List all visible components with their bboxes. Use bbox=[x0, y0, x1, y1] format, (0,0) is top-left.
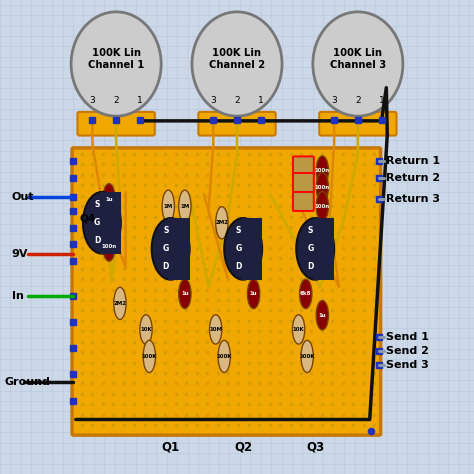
Text: 1u: 1u bbox=[105, 197, 113, 201]
Ellipse shape bbox=[316, 301, 328, 330]
Ellipse shape bbox=[296, 218, 334, 280]
FancyBboxPatch shape bbox=[168, 218, 190, 280]
Ellipse shape bbox=[114, 287, 126, 319]
Text: 2M2: 2M2 bbox=[113, 301, 127, 306]
Ellipse shape bbox=[216, 207, 228, 239]
Text: Out: Out bbox=[12, 191, 34, 202]
Text: G: G bbox=[94, 219, 100, 227]
Ellipse shape bbox=[83, 192, 121, 254]
Ellipse shape bbox=[313, 12, 403, 116]
Text: 100K Lin
Channel 3: 100K Lin Channel 3 bbox=[330, 48, 386, 70]
Ellipse shape bbox=[224, 218, 262, 280]
FancyBboxPatch shape bbox=[293, 156, 314, 175]
Ellipse shape bbox=[179, 279, 191, 309]
Text: S: S bbox=[308, 227, 313, 235]
Text: 1: 1 bbox=[137, 97, 143, 105]
Ellipse shape bbox=[103, 232, 115, 261]
Text: D: D bbox=[307, 263, 314, 271]
Text: 100K: 100K bbox=[142, 354, 157, 359]
Text: 10M: 10M bbox=[209, 327, 222, 332]
Text: S: S bbox=[236, 227, 241, 235]
FancyBboxPatch shape bbox=[293, 173, 314, 192]
Ellipse shape bbox=[192, 12, 282, 116]
Text: 3: 3 bbox=[210, 97, 216, 105]
Text: 3: 3 bbox=[331, 97, 337, 105]
Text: G: G bbox=[163, 245, 169, 253]
Text: 100K Lin
Channel 1: 100K Lin Channel 1 bbox=[88, 48, 144, 70]
Text: 1M: 1M bbox=[180, 204, 190, 209]
Ellipse shape bbox=[71, 12, 161, 116]
Text: D: D bbox=[163, 263, 169, 271]
Text: 6k8: 6k8 bbox=[300, 292, 311, 296]
Ellipse shape bbox=[218, 340, 230, 373]
Ellipse shape bbox=[179, 190, 191, 222]
Text: 100K: 100K bbox=[300, 354, 315, 359]
Ellipse shape bbox=[152, 218, 190, 280]
FancyBboxPatch shape bbox=[241, 218, 262, 280]
Text: Return 1: Return 1 bbox=[386, 156, 440, 166]
Text: Q3: Q3 bbox=[306, 440, 324, 453]
Ellipse shape bbox=[316, 191, 328, 221]
Text: D: D bbox=[94, 237, 100, 245]
Text: Return 3: Return 3 bbox=[386, 194, 440, 204]
Text: Q1: Q1 bbox=[162, 440, 180, 453]
Ellipse shape bbox=[162, 190, 174, 222]
Ellipse shape bbox=[301, 340, 313, 373]
Text: 1u: 1u bbox=[319, 313, 326, 318]
FancyBboxPatch shape bbox=[313, 218, 334, 280]
Text: Q4: Q4 bbox=[80, 213, 96, 223]
Text: 100K: 100K bbox=[217, 354, 232, 359]
Text: 2M2: 2M2 bbox=[215, 220, 228, 225]
Text: In: In bbox=[12, 291, 24, 301]
Text: D: D bbox=[235, 263, 242, 271]
FancyBboxPatch shape bbox=[293, 192, 314, 211]
Text: 1M: 1M bbox=[164, 204, 173, 209]
Text: 100n: 100n bbox=[315, 185, 330, 190]
Text: 1u: 1u bbox=[250, 292, 257, 296]
Ellipse shape bbox=[300, 279, 312, 309]
Ellipse shape bbox=[292, 315, 305, 344]
Text: 100K Lin
Channel 2: 100K Lin Channel 2 bbox=[209, 48, 265, 70]
Text: G: G bbox=[307, 245, 314, 253]
Text: 10K: 10K bbox=[293, 327, 304, 332]
Text: 2: 2 bbox=[113, 97, 119, 105]
Text: Send 3: Send 3 bbox=[386, 360, 429, 370]
Text: 10K: 10K bbox=[140, 327, 152, 332]
Ellipse shape bbox=[316, 173, 328, 202]
Text: 100n: 100n bbox=[315, 168, 330, 173]
Ellipse shape bbox=[247, 279, 260, 309]
Text: 2: 2 bbox=[234, 97, 240, 105]
Text: 100n: 100n bbox=[101, 244, 117, 249]
Text: 1: 1 bbox=[379, 97, 384, 105]
FancyBboxPatch shape bbox=[77, 112, 155, 136]
Text: 100n: 100n bbox=[315, 204, 330, 209]
Text: 3: 3 bbox=[90, 97, 95, 105]
Text: 2: 2 bbox=[355, 97, 361, 105]
Ellipse shape bbox=[210, 315, 222, 344]
Text: Ground: Ground bbox=[5, 376, 51, 387]
Text: Return 2: Return 2 bbox=[386, 173, 440, 183]
Text: S: S bbox=[94, 201, 100, 209]
Text: Q2: Q2 bbox=[234, 440, 252, 453]
Ellipse shape bbox=[140, 315, 152, 344]
Text: S: S bbox=[163, 227, 169, 235]
Text: 1: 1 bbox=[258, 97, 264, 105]
FancyBboxPatch shape bbox=[319, 112, 396, 136]
Text: 1u: 1u bbox=[181, 292, 189, 296]
Text: 9V: 9V bbox=[12, 248, 28, 259]
Text: G: G bbox=[235, 245, 242, 253]
FancyBboxPatch shape bbox=[198, 112, 276, 136]
FancyBboxPatch shape bbox=[72, 148, 381, 435]
Ellipse shape bbox=[143, 340, 155, 373]
Text: Send 2: Send 2 bbox=[386, 346, 429, 356]
Text: Send 1: Send 1 bbox=[386, 331, 429, 342]
Ellipse shape bbox=[316, 156, 328, 185]
FancyBboxPatch shape bbox=[100, 192, 121, 254]
Ellipse shape bbox=[103, 184, 115, 215]
